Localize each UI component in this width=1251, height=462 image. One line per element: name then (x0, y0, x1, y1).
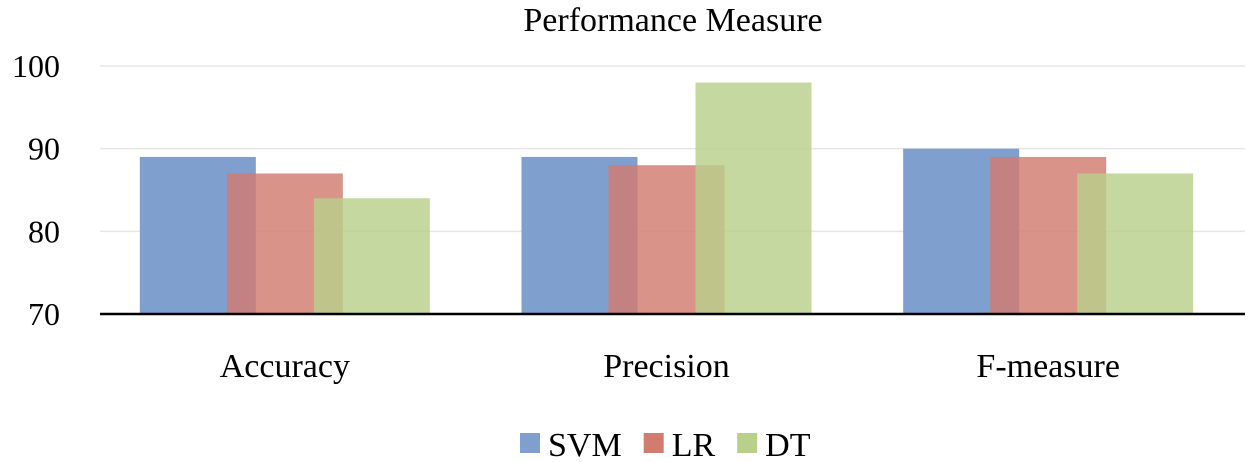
legend-swatch (643, 433, 664, 453)
bar-dt-accuracy (313, 198, 430, 314)
y-axis-ticks: 70 80 90 100 (12, 48, 60, 332)
category-label: F-measure (976, 348, 1120, 385)
category-label: Precision (603, 348, 730, 385)
legend-swatch (520, 433, 540, 453)
bars (139, 82, 1194, 315)
bar-dt-f-measure (1077, 173, 1194, 314)
y-tick-label: 90 (28, 131, 60, 167)
legend-label: DT (765, 427, 811, 462)
legend-label: SVM (548, 427, 622, 462)
legend-item-lr: LR (643, 427, 716, 462)
legend-item-svm: SVM (520, 427, 622, 462)
category-label: Accuracy (220, 348, 350, 385)
bar-dt-precision (695, 82, 812, 315)
legend: SVM LR DT (520, 427, 811, 462)
legend-swatch (737, 433, 758, 453)
legend-label: LR (672, 427, 716, 462)
y-tick-label: 70 (28, 296, 60, 332)
y-tick-label: 80 (28, 213, 60, 249)
legend-item-dt: DT (737, 427, 811, 462)
chart-title: Performance Measure (523, 2, 822, 39)
y-tick-label: 100 (12, 48, 60, 84)
category-labels: Accuracy Precision F-measure (220, 348, 1120, 385)
